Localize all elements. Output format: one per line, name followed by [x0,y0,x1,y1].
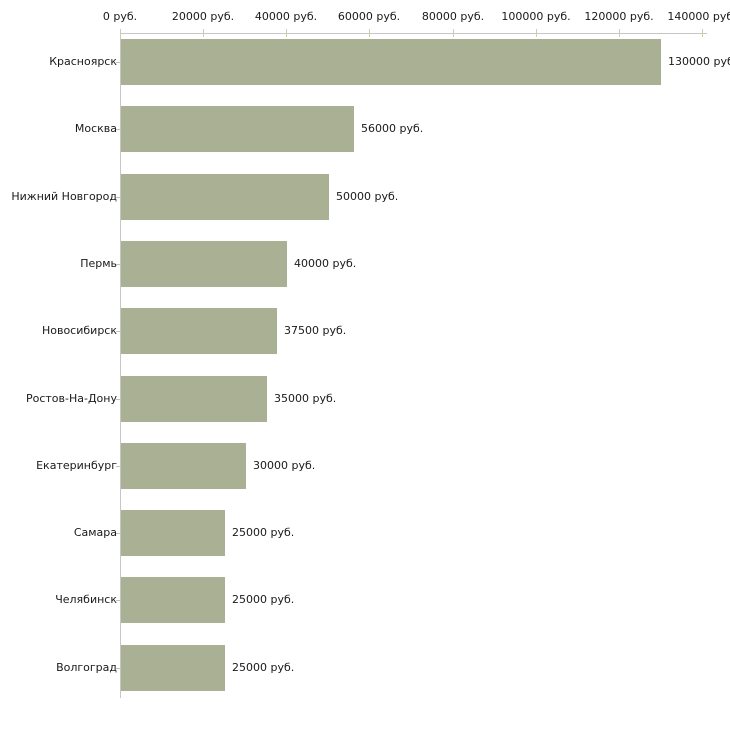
x-axis-tick [286,29,287,37]
x-axis-tick-label: 60000 руб. [337,10,401,23]
category-tick [116,331,121,332]
category-tick [116,129,121,130]
category-label: Екатеринбург [36,459,117,472]
value-label: 37500 руб. [284,324,347,337]
value-label: 25000 руб. [232,661,295,674]
bar [121,645,225,691]
category-tick [116,466,121,467]
category-tick [116,264,121,265]
y-axis-line [120,34,121,698]
x-axis-tick [536,29,537,37]
category-label: Ростов-На-Дону [25,392,117,405]
x-axis-tick-label: 0 руб. [102,10,138,23]
bar [121,577,225,623]
category-label: Новосибирск [41,324,117,337]
bar [121,443,246,489]
x-axis-tick [203,29,204,37]
category-tick [116,600,121,601]
category-label: Самара [73,526,117,539]
value-label: 56000 руб. [361,122,424,135]
x-axis-tick [120,29,121,37]
x-axis-tick [369,29,370,37]
value-label: 130000 руб. [668,55,730,68]
bar [121,174,329,220]
value-label: 30000 руб. [253,459,316,472]
bar [121,376,267,422]
value-label: 40000 руб. [294,257,357,270]
category-label: Красноярск [49,55,117,68]
x-axis-tick [702,29,703,37]
category-tick [116,533,121,534]
bar [121,308,277,354]
bar [121,106,354,152]
category-label: Пермь [80,257,117,270]
x-axis-tick-label: 140000 руб. [667,10,730,23]
x-axis-tick-label: 20000 руб. [171,10,235,23]
bar [121,39,661,85]
category-tick [116,399,121,400]
x-axis-tick-label: 120000 руб. [584,10,654,23]
x-axis-tick [453,29,454,37]
x-axis-tick-label: 80000 руб. [421,10,485,23]
category-label: Волгоград [56,661,117,674]
bar [121,510,225,556]
value-label: 25000 руб. [232,593,295,606]
category-tick [116,62,121,63]
category-tick [116,668,121,669]
x-axis-tick-label: 40000 руб. [254,10,318,23]
x-axis-tick-label: 100000 руб. [501,10,571,23]
bar [121,241,287,287]
value-label: 35000 руб. [274,392,337,405]
value-label: 25000 руб. [232,526,295,539]
x-axis-line [120,33,707,34]
category-tick [116,197,121,198]
category-label: Нижний Новгород [11,190,117,203]
category-label: Челябинск [55,593,117,606]
category-label: Москва [74,122,117,135]
x-axis-tick [619,29,620,37]
value-label: 50000 руб. [336,190,399,203]
